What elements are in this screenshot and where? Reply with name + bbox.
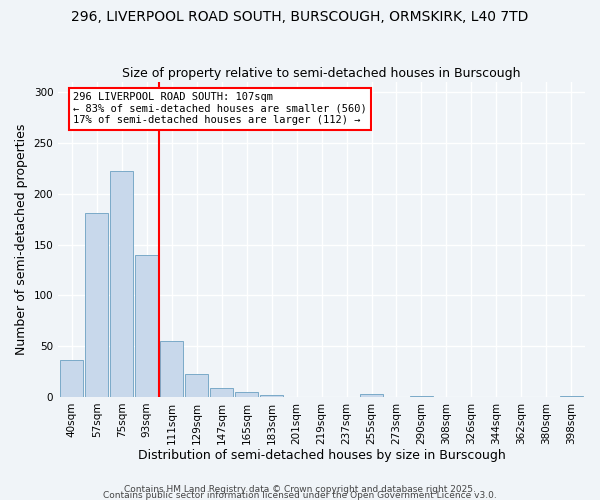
- Bar: [410, 396, 433, 397]
- Y-axis label: Number of semi-detached properties: Number of semi-detached properties: [15, 124, 28, 355]
- Bar: [360, 394, 383, 397]
- Bar: [136, 254, 158, 397]
- Bar: [210, 388, 233, 397]
- Bar: [260, 395, 283, 397]
- Bar: [185, 374, 208, 397]
- Bar: [85, 213, 109, 397]
- Bar: [110, 172, 133, 397]
- Bar: [61, 360, 83, 397]
- Bar: [160, 341, 183, 397]
- Text: Contains public sector information licensed under the Open Government Licence v3: Contains public sector information licen…: [103, 490, 497, 500]
- Bar: [235, 392, 258, 397]
- Text: 296, LIVERPOOL ROAD SOUTH, BURSCOUGH, ORMSKIRK, L40 7TD: 296, LIVERPOOL ROAD SOUTH, BURSCOUGH, OR…: [71, 10, 529, 24]
- Title: Size of property relative to semi-detached houses in Burscough: Size of property relative to semi-detach…: [122, 66, 521, 80]
- Bar: [560, 396, 583, 397]
- Text: 296 LIVERPOOL ROAD SOUTH: 107sqm
← 83% of semi-detached houses are smaller (560): 296 LIVERPOOL ROAD SOUTH: 107sqm ← 83% o…: [73, 92, 367, 126]
- X-axis label: Distribution of semi-detached houses by size in Burscough: Distribution of semi-detached houses by …: [138, 450, 505, 462]
- Text: Contains HM Land Registry data © Crown copyright and database right 2025.: Contains HM Land Registry data © Crown c…: [124, 484, 476, 494]
